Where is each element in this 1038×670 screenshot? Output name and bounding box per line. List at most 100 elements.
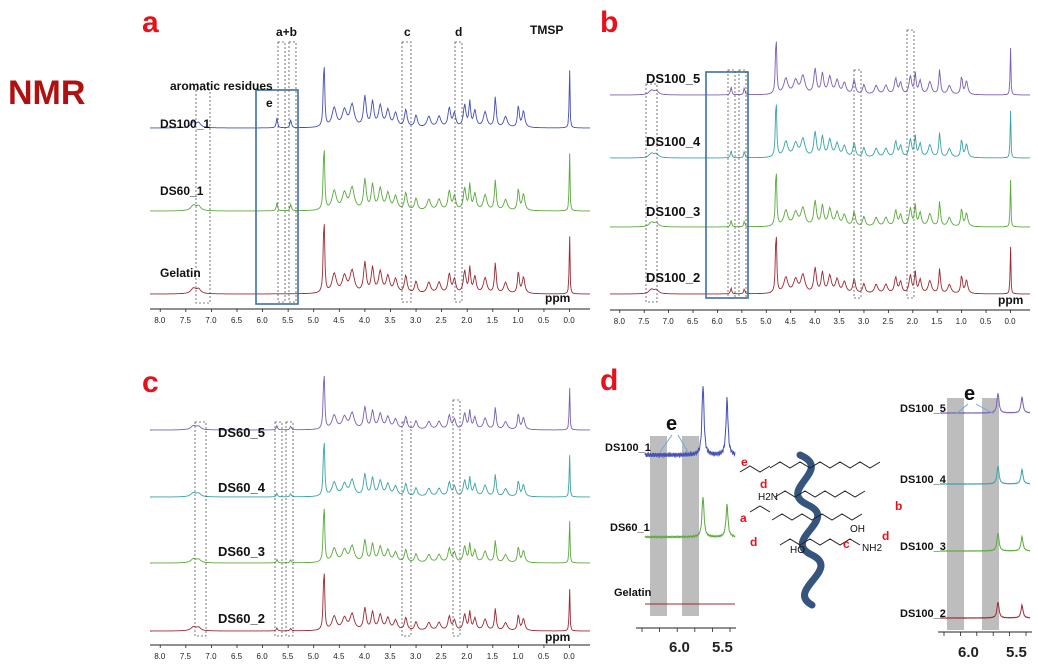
spectrum-trace [150,375,590,431]
c-box [853,69,862,299]
x-axis-label: ppm [998,293,1023,307]
panel-c: 8.0 7.5 7.0 6.5 6.0 5.5 5.0 4.5 4.0 3.5 3.0 2.5 2.0 1… [150,375,590,661]
panel-letter-b: b [600,6,618,39]
tick-label: 3.0 [410,316,422,325]
tick-label: 6.5 [687,317,699,326]
annotation-a-plus-b: a+b [276,25,297,39]
arrow-e [677,434,689,453]
structure-label: b [895,499,902,513]
annotation-aromatic: aromatic residues [170,79,273,93]
tick-label: 1.0 [512,316,524,325]
annotation-c: c [404,25,411,39]
tick-label: 3.5 [834,317,846,326]
tick-label: 2.5 [436,652,448,661]
structure-label: a [740,511,747,525]
vinyl-box-2 [285,421,294,637]
tick-label: 8.0 [154,652,166,661]
spectrum-trace [939,466,1031,485]
series-label-ds60-1: DS60_1 [610,522,650,534]
annotation-d: d [455,25,462,39]
d-box [906,29,915,299]
series-label-ds100-1: DS100_1 [605,442,651,454]
x-axis-label: ppm [545,630,570,644]
aromatic-residues-box [195,89,211,304]
spectrum-trace [939,533,1031,552]
tick-label: 8.0 [614,317,626,326]
tick-label: 0.5 [538,652,550,661]
series-label-ds60-5: DS60_5 [218,425,265,440]
tick-label: 0.5 [538,316,550,325]
series-label-ds100-4: DS100_4 [900,474,947,486]
tick-label: 2.0 [907,317,919,326]
tick-label: 5.0 [760,317,772,326]
tick-label: 5.5 [736,317,748,326]
tick-label: 0.0 [564,316,576,325]
figure-title: NMR [8,74,85,112]
panel-letter-c: c [142,366,159,399]
d-box [452,399,461,637]
series-label-ds60-2: DS60_2 [218,611,265,626]
structure-label: c [843,537,850,551]
panel-d-left-spectra [644,386,736,605]
structure-label: d [882,529,889,543]
annotation-e: e [666,413,677,435]
series-label-ds100-3: DS100_3 [646,204,700,219]
arrow-e [975,403,995,415]
tick-label: 3.5 [384,652,396,661]
c-box [401,41,412,303]
tick-label: 2.5 [882,317,894,326]
panel-letter-d: d [600,364,618,397]
spectrum-trace [644,496,736,540]
structure-label: d [760,477,767,491]
tick-label: 3.0 [410,652,422,661]
panel-a-x-axis: 8.0 7.5 7.0 6.5 6.0 5.5 5.0 4.5 4.0 3.5 3.0 2.5 2.0 1… [150,308,590,325]
spectrum-trace [610,173,1030,228]
structure-label: HO [790,545,805,556]
vinyl-box-1 [727,69,736,299]
structure-label: H2N [758,492,778,503]
tick-label: 7.5 [180,316,192,325]
spectrum-trace [150,224,590,295]
tick-label: 6.0 [257,652,269,661]
spectrum-trace [610,104,1030,159]
tick-label: 4.0 [809,317,821,326]
annotation-tmsp: TMSP [530,23,563,37]
tick-label: 7.0 [205,316,217,325]
structure-label: OH [850,524,865,535]
shaded-band [982,398,999,630]
series-label-ds100-5: DS100_5 [900,403,946,415]
tick-label: 0.5 [980,317,992,326]
vinyl-region-box [255,89,299,305]
panel-b-x-axis: 8.0 7.5 7.0 6.5 6.0 5.5 5.0 4.5 4.0 3.5 3.0 2.5 2.0 1… [610,309,1030,326]
series-label-ds100-3: DS100_3 [900,541,946,553]
d-box [454,41,463,303]
tick-label: 6.0 [257,316,269,325]
methacrylated-gelatin-structure: H2N NH2 HO OH e d a d b d c [739,451,902,609]
panel-b-spectra [610,41,1030,295]
annotation-e: e [266,96,273,110]
spectrum-trace [610,41,1030,96]
c-box [401,421,412,637]
tick-label: 4.0 [359,652,371,661]
left-axis-ticks [641,628,731,632]
spectrum-trace [150,150,590,212]
spectrum-trace [150,442,590,498]
shaded-band [682,436,699,616]
tick-label: 4.5 [333,316,345,325]
vinyl-region-box [705,71,749,299]
tick-label: 7.0 [205,652,217,661]
tick-label: 5.5 [282,652,294,661]
tick-label: 1.5 [931,317,943,326]
tick-label: 8.0 [154,316,166,325]
tick-label: 5.5 [1006,644,1027,661]
series-label-ds100-4: DS100_4 [646,134,701,149]
series-label-ds60-1: DS60_1 [160,184,204,198]
tick-label: 1.0 [512,652,524,661]
vinyl-box-2 [738,69,747,299]
tick-label: 1.0 [956,317,968,326]
tick-label: 5.0 [308,316,320,325]
tick-label: 5.5 [712,639,733,656]
arrow-e [659,434,673,453]
vinyl-box-1 [274,421,283,637]
spectrum-trace [150,508,590,564]
